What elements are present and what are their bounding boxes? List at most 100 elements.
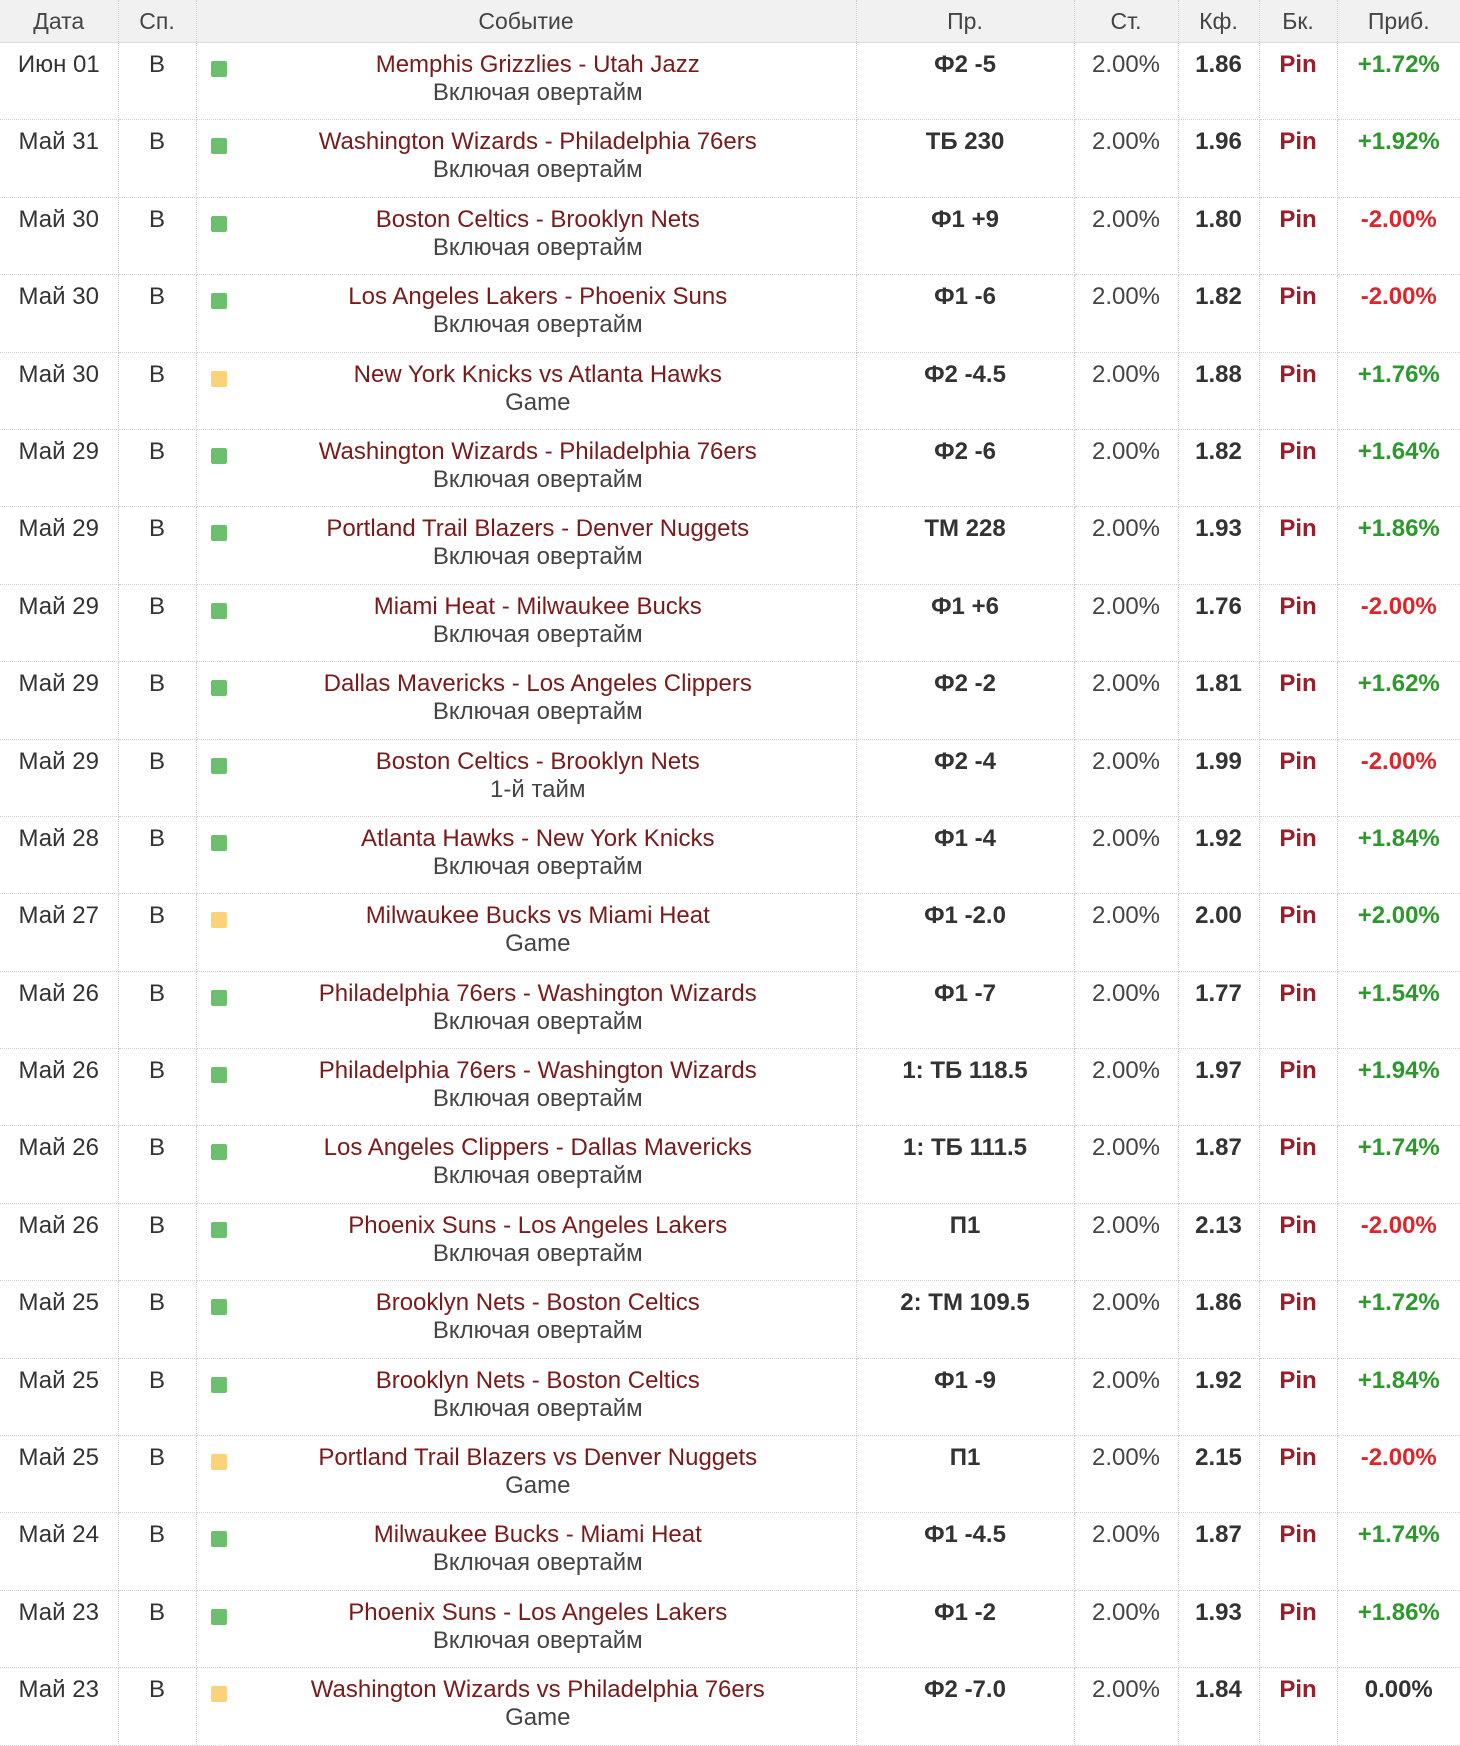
event-teams-link[interactable]: Washington Wizards - Philadelphia 76ers [318,437,757,465]
row-status-cell [196,584,227,663]
event-teams-link[interactable]: Memphis Grizzlies - Utah Jazz [375,51,700,78]
row-sport: B [118,1280,197,1359]
row-status-cell [196,1590,227,1669]
event-teams-link[interactable]: Washington Wizards vs Philadelphia 76ers [310,1676,765,1704]
event-teams-link[interactable]: Phoenix Suns - Los Angeles Lakers [348,1598,728,1626]
row-pick: 2: ТМ 109.5 [856,1280,1075,1359]
table-row: Май 27 B Milwaukee Bucks vs Miami Heat G… [0,893,1460,972]
header-bookmaker[interactable]: Бк. [1259,0,1338,43]
row-event: Phoenix Suns - Los Angeles Lakers Включа… [220,1590,857,1669]
row-bookmaker: Pin [1259,1435,1338,1514]
event-period: Включая овертайм [432,1007,643,1035]
event-period: Включая овертайм [432,465,643,493]
header-sport[interactable]: Сп. [118,0,197,43]
event-teams-link[interactable]: Los Angeles Clippers - Dallas Mavericks [323,1134,752,1162]
event-period: Включая овертайм [432,620,643,648]
row-sport: B [118,1667,197,1746]
event-teams-link[interactable]: Boston Celtics - Brooklyn Nets [375,747,700,775]
row-coef: 1.99 [1178,739,1260,817]
row-event: Phoenix Suns - Los Angeles Lakers Включа… [220,1203,857,1282]
event-teams-link[interactable]: Brooklyn Nets - Boston Celtics [375,1366,700,1394]
event-teams-link[interactable]: Brooklyn Nets - Boston Celtics [375,1289,700,1317]
row-status-cell [196,661,227,740]
event-teams-link[interactable]: Miami Heat - Milwaukee Bucks [373,592,702,620]
row-coef: 1.93 [1178,506,1260,585]
row-sport: B [118,893,197,972]
row-pick: Ф1 -6 [856,274,1075,353]
header-date[interactable]: Дата [0,0,119,43]
row-coef: 1.80 [1178,197,1260,276]
header-coef[interactable]: Кф. [1178,0,1260,43]
row-profit: +1.84% [1337,1358,1460,1437]
row-coef: 1.92 [1178,816,1260,895]
row-date: Май 28 [0,816,119,895]
table-row: Май 31 B Washington Wizards - Philadelph… [0,119,1460,198]
row-status-cell [196,1512,227,1591]
row-sport: B [118,352,197,430]
table-body: Июн 01 B Memphis Grizzlies - Utah Jazz В… [0,42,1460,1746]
row-date: Май 26 [0,1048,119,1127]
row-profit: +2.00% [1337,893,1460,972]
row-stake: 2.00% [1074,739,1179,817]
row-profit: +1.94% [1337,1048,1460,1127]
event-teams-link[interactable]: Boston Celtics - Brooklyn Nets [375,205,700,233]
row-event: Milwaukee Bucks - Miami Heat Включая ове… [220,1512,857,1591]
event-teams-link[interactable]: Milwaukee Bucks vs Miami Heat [365,902,710,930]
row-bookmaker: Pin [1259,1667,1338,1746]
row-stake: 2.00% [1074,119,1179,198]
header-event[interactable]: Событие [196,0,857,43]
row-event: Washington Wizards vs Philadelphia 76ers… [220,1667,857,1746]
row-status-cell [196,739,227,817]
event-teams-link[interactable]: Milwaukee Bucks - Miami Heat [373,1521,702,1549]
row-bookmaker: Pin [1259,352,1338,430]
event-teams-link[interactable]: Portland Trail Blazers - Denver Nuggets [326,515,750,543]
event-period: Включая овертайм [432,233,643,261]
row-pick: П1 [856,1435,1075,1514]
row-sport: B [118,506,197,585]
event-teams-link[interactable]: New York Knicks vs Atlanta Hawks [353,360,722,388]
event-teams-link[interactable]: Atlanta Hawks - New York Knicks [361,824,715,852]
row-status-cell [196,274,227,353]
header-profit[interactable]: Приб. [1337,0,1460,43]
row-date: Май 23 [0,1667,119,1746]
row-date: Май 27 [0,893,119,972]
row-bookmaker: Pin [1259,42,1338,121]
row-event: Los Angeles Clippers - Dallas Mavericks … [220,1125,857,1204]
row-profit: +1.62% [1337,661,1460,740]
row-profit: -2.00% [1337,584,1460,663]
row-coef: 1.96 [1178,119,1260,198]
table-header: Дата Сп. Событие Пр. Ст. Кф. Бк. Приб. [0,0,1460,43]
row-sport: B [118,429,197,508]
row-sport: B [118,1048,197,1127]
row-status-cell [196,1048,227,1127]
event-teams-link[interactable]: Washington Wizards - Philadelphia 76ers [318,128,757,156]
row-pick: Ф1 -4.5 [856,1512,1075,1591]
row-pick: Ф1 -7 [856,971,1075,1050]
row-sport: B [118,1125,197,1204]
row-profit: +1.72% [1337,42,1460,121]
event-teams-link[interactable]: Phoenix Suns - Los Angeles Lakers [348,1211,728,1239]
event-teams-link[interactable]: Dallas Mavericks - Los Angeles Clippers [323,670,752,698]
header-stake[interactable]: Ст. [1074,0,1179,43]
row-event: Memphis Grizzlies - Utah Jazz Включая ов… [220,42,857,121]
row-profit: +1.74% [1337,1125,1460,1204]
event-teams-link[interactable]: Philadelphia 76ers - Washington Wizards [318,1057,757,1085]
event-period: Game [505,1472,571,1500]
table-row: Май 26 B Phoenix Suns - Los Angeles Lake… [0,1203,1460,1282]
row-sport: B [118,42,197,121]
event-teams-link[interactable]: Los Angeles Lakers - Phoenix Suns [348,283,728,311]
header-pick[interactable]: Пр. [856,0,1075,43]
row-pick: ТБ 230 [856,119,1075,198]
row-pick: ТМ 228 [856,506,1075,585]
row-status-cell [196,429,227,508]
row-bookmaker: Pin [1259,739,1338,817]
event-teams-link[interactable]: Philadelphia 76ers - Washington Wizards [318,979,757,1007]
row-pick: Ф2 -6 [856,429,1075,508]
event-teams-link[interactable]: Portland Trail Blazers vs Denver Nuggets [318,1444,758,1472]
event-period: Включая овертайм [432,311,643,339]
table-row: Май 23 B Phoenix Suns - Los Angeles Lake… [0,1590,1460,1669]
row-stake: 2.00% [1074,42,1179,121]
row-event: Philadelphia 76ers - Washington Wizards … [220,1048,857,1127]
table-row: Май 25 B Brooklyn Nets - Boston Celtics … [0,1280,1460,1359]
row-status-cell [196,1125,227,1204]
